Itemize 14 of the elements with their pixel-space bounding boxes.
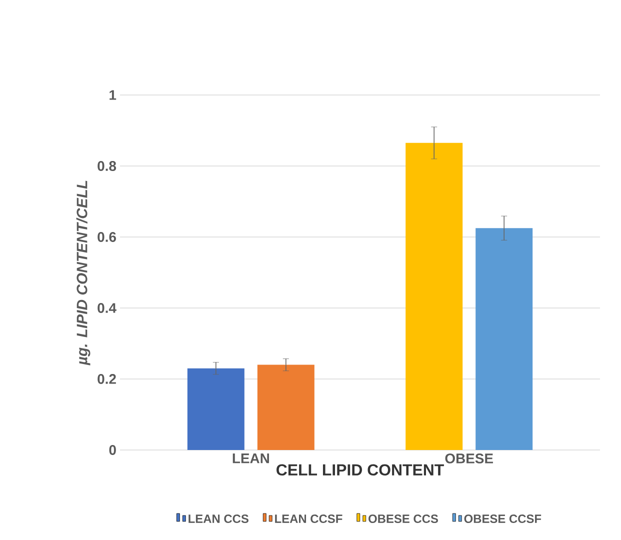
y-tick-label: 1 bbox=[110, 90, 116, 100]
y-tick-label: 0.6 bbox=[98, 232, 116, 242]
y-tick-label: 0 bbox=[109, 445, 116, 455]
y-tick-label: 0.4 bbox=[98, 303, 116, 313]
x-tick-label: OBESE bbox=[445, 454, 493, 464]
y-tick-label: 0.8 bbox=[98, 161, 116, 171]
legend-label: LEAN CCSF bbox=[275, 514, 342, 523]
x-axis-title: CELL LIPID CONTENT bbox=[276, 464, 444, 476]
legend-label: OBESE CCSF bbox=[464, 514, 542, 523]
y-tick-label: 0.2 bbox=[98, 374, 116, 384]
legend-label: OBESE CCS bbox=[368, 514, 438, 523]
legend-label: LEAN CCS bbox=[188, 514, 248, 523]
y-axis-title: µg. LIPID CONTENT/CELL bbox=[76, 180, 90, 366]
x-tick-label: LEAN bbox=[232, 454, 269, 464]
